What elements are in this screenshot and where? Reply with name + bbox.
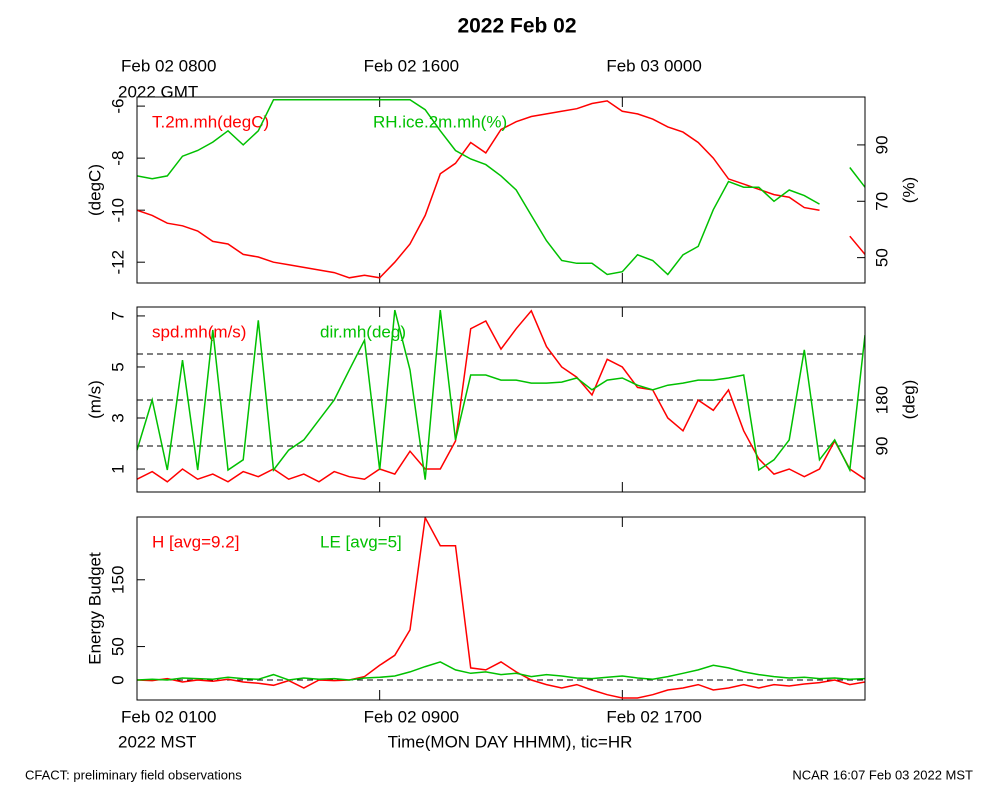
x-tick-label: Feb 02 0900 [364, 707, 459, 726]
footer-right: NCAR 16:07 Feb 03 2022 MST [792, 767, 973, 782]
y-tick-label: 150 [108, 566, 127, 594]
y2-tick-label: 90 [872, 135, 891, 154]
y2-tick-label: 70 [872, 192, 891, 211]
legend-label: LE [avg=5] [320, 532, 402, 551]
legend-label: H [avg=9.2] [152, 532, 239, 551]
y-tick-label: -12 [108, 250, 127, 275]
y2-tick-label: 90 [872, 437, 891, 456]
y2-tick-label: 180 [872, 386, 891, 414]
x-tick-label: Feb 02 0100 [121, 707, 216, 726]
series-line [137, 661, 865, 681]
y-axis-label: (m/s) [85, 380, 104, 419]
y-tick-label: -8 [108, 151, 127, 166]
y-tick-label: -6 [108, 99, 127, 114]
series-line [137, 309, 865, 480]
x2-sublabel: 2022 GMT [118, 82, 198, 101]
legend-label: dir.mh(deg) [320, 322, 406, 341]
legend-label: RH.ice.2m.mh(%) [373, 112, 507, 131]
series-line [137, 100, 865, 279]
x2-tick-label: Feb 03 0000 [606, 56, 701, 75]
x-sublabel: 2022 MST [118, 732, 196, 751]
x-tick-label: Feb 02 1700 [606, 707, 701, 726]
y-tick-label: 50 [108, 637, 127, 656]
title: 2022 Feb 02 [457, 15, 576, 38]
series-line [137, 99, 865, 276]
footer-left: CFACT: preliminary field observations [25, 767, 242, 782]
y-axis-label: (degC) [85, 164, 104, 216]
y-tick-label: -10 [108, 198, 127, 223]
plot-frame [136, 96, 866, 284]
plot-frame [136, 306, 866, 493]
y-tick-label: 0 [108, 675, 127, 684]
x-axis-label: Time(MON DAY HHMM), tic=HR [388, 732, 633, 751]
y-axis-label: Energy Budget [85, 552, 104, 665]
series-line [137, 517, 865, 699]
y-tick-label: 7 [108, 311, 127, 320]
plot-frame [136, 516, 866, 701]
y2-axis-label: (%) [899, 177, 918, 203]
y2-tick-label: 50 [872, 248, 891, 267]
y-tick-label: 3 [108, 413, 127, 422]
series-line [137, 309, 865, 483]
y-tick-label: 1 [108, 464, 127, 473]
y2-axis-label: (deg) [899, 380, 918, 420]
legend-label: T.2m.mh(degC) [152, 112, 269, 131]
y-tick-label: 5 [108, 362, 127, 371]
x2-tick-label: Feb 02 1600 [364, 56, 459, 75]
legend-label: spd.mh(m/s) [152, 322, 246, 341]
x2-tick-label: Feb 02 0800 [121, 56, 216, 75]
